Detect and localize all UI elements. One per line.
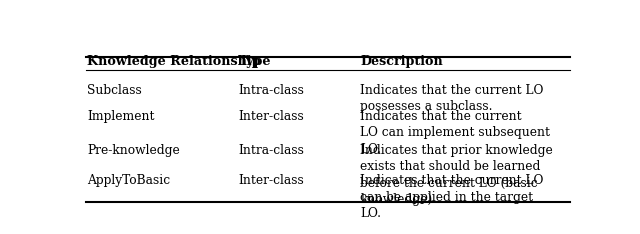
Text: Knowledge Relationship: Knowledge Relationship (88, 55, 261, 68)
Text: Inter-class: Inter-class (239, 110, 305, 123)
Text: Pre-knowledge: Pre-knowledge (88, 144, 180, 157)
Text: ApplyToBasic: ApplyToBasic (88, 174, 171, 187)
Text: Intra-class: Intra-class (239, 144, 305, 157)
Text: Subclass: Subclass (88, 84, 142, 96)
Text: Indicates that the current
LO can implement subsequent
LO.: Indicates that the current LO can implem… (360, 110, 550, 156)
Text: Inter-class: Inter-class (239, 174, 305, 187)
Text: Intra-class: Intra-class (239, 84, 305, 96)
Text: Indicates that prior knowledge
exists that should be learned
before the current : Indicates that prior knowledge exists th… (360, 144, 553, 206)
Text: Implement: Implement (88, 110, 155, 123)
Text: Description: Description (360, 55, 443, 68)
Text: Indicates that the current LO
possesses a subclass.: Indicates that the current LO possesses … (360, 84, 543, 113)
Text: Type: Type (239, 55, 271, 68)
Text: Indicates that the current LO
can be applied in the target
LO.: Indicates that the current LO can be app… (360, 174, 543, 220)
